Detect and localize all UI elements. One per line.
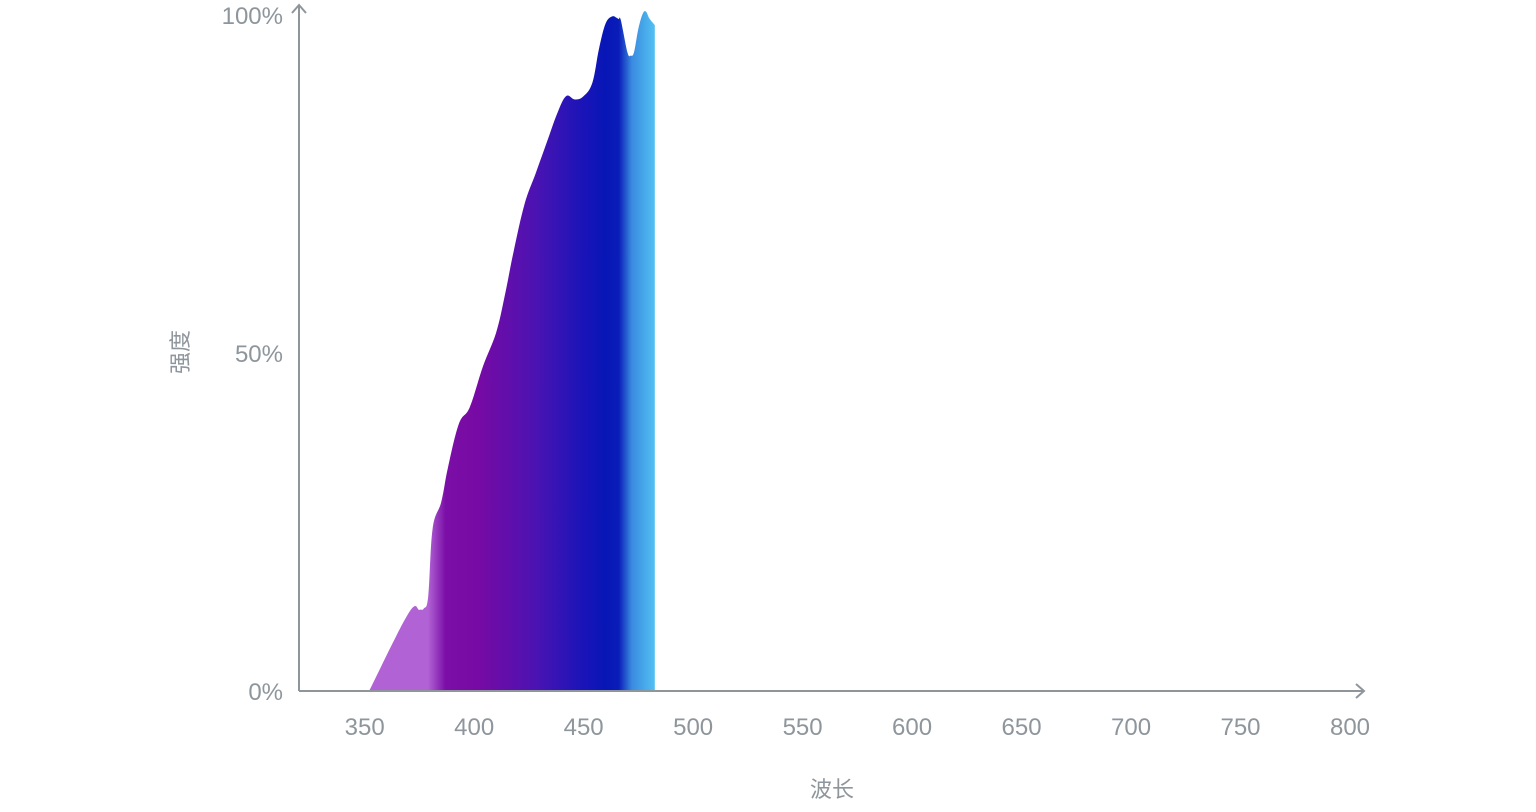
- x-axis-arrow-icon: [1355, 683, 1366, 699]
- x-tick-label: 750: [1220, 714, 1260, 741]
- x-tick-label: 550: [783, 714, 823, 741]
- x-tick-label: 450: [564, 714, 604, 741]
- y-tick-label: 100%: [222, 3, 283, 30]
- x-tick-label: 800: [1330, 714, 1370, 741]
- y-tick-label: 50%: [235, 341, 283, 368]
- axes: [291, 3, 1366, 699]
- x-tick-label: 500: [673, 714, 713, 741]
- y-tick-label: 0%: [248, 679, 283, 706]
- x-tick-label: 650: [1002, 714, 1042, 741]
- x-tick-label: 600: [892, 714, 932, 741]
- x-tick-label: 350: [345, 714, 385, 741]
- spectrum-area: [369, 11, 655, 692]
- y-axis-arrow-icon: [291, 3, 307, 14]
- y-tick-labels: 0% 50% 100%: [222, 3, 283, 706]
- y-axis-title: 强度: [169, 330, 194, 374]
- x-tick-label: 400: [454, 714, 494, 741]
- x-axis-title: 波长: [810, 778, 854, 803]
- plot-area: [369, 11, 655, 692]
- x-tick-label: 700: [1111, 714, 1151, 741]
- x-tick-labels: 350 400 450 500 550 600 650 700 750 800: [345, 714, 1370, 741]
